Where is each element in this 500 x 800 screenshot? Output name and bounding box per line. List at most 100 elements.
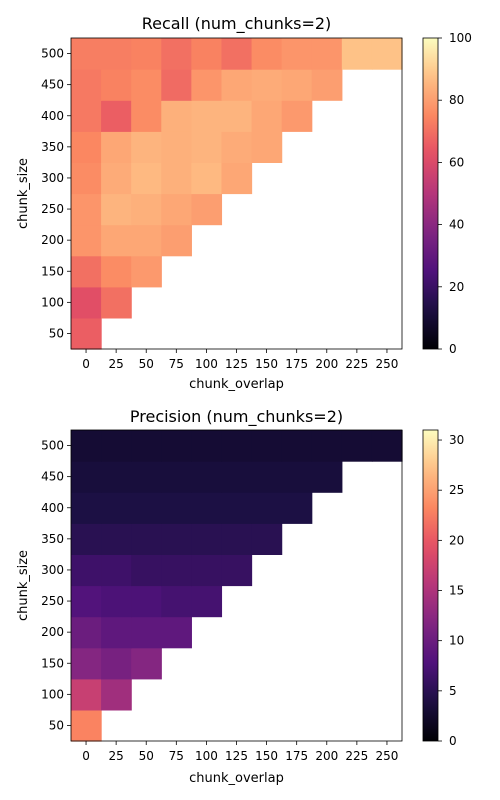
heatmap-cell — [251, 492, 283, 524]
heatmap-cell — [191, 523, 223, 555]
heatmap-cell — [221, 554, 253, 587]
heatmap-cell — [281, 461, 313, 493]
x-tick-label: 0 — [82, 357, 90, 371]
heatmap-cell — [191, 131, 223, 163]
heatmap-cell — [101, 616, 132, 649]
heatmap-cell — [131, 224, 162, 257]
y-tick-label: 150 — [41, 264, 64, 278]
colorbar-tick-label: 10 — [449, 634, 464, 648]
heatmap-cell — [191, 585, 223, 618]
heatmap-cell — [131, 554, 162, 587]
heatmap-cell — [161, 69, 192, 101]
heatmap-cell — [101, 647, 132, 680]
heatmap-cell — [221, 523, 253, 555]
heatmap-cell — [191, 69, 223, 101]
heatmap-cell — [71, 162, 102, 195]
heatmap-cell — [101, 69, 132, 101]
y-tick-label: 450 — [41, 470, 64, 484]
y-tick-label: 100 — [41, 687, 64, 701]
x-tick-label: 125 — [225, 357, 248, 371]
heatmap-cell — [161, 616, 192, 649]
x-tick-label: 150 — [255, 357, 278, 371]
heatmap-cell — [131, 616, 162, 649]
heatmap-cell — [131, 193, 162, 226]
heatmap-cell — [311, 69, 343, 101]
heatmap-cell — [71, 647, 102, 680]
heatmap-cell — [71, 286, 102, 319]
y-tick-label: 200 — [41, 625, 64, 639]
colorbar-tick-label: 20 — [449, 533, 464, 547]
heatmap-cell — [101, 585, 132, 618]
y-tick-label: 350 — [41, 140, 64, 154]
heatmap-cell — [71, 709, 102, 742]
heatmap-cell — [131, 131, 162, 163]
heatmap-cell — [191, 100, 223, 132]
y-tick-label: 450 — [41, 78, 64, 92]
x-tick-label: 250 — [376, 749, 399, 763]
y-tick-label: 250 — [41, 202, 64, 216]
heatmap-cell — [281, 492, 313, 524]
heatmap-cell — [251, 38, 283, 70]
heatmap-cell — [131, 255, 162, 288]
heatmap-cell — [101, 100, 132, 132]
heatmap-cell — [101, 286, 132, 319]
heatmap-cell — [251, 523, 283, 555]
heatmap-cell — [161, 162, 192, 195]
heatmap-panel-1: 0 25 50 75 100 125 150 175 200 225 250501001502002… — [16, 14, 472, 392]
heatmap-cell — [341, 430, 373, 462]
y-tick-label: 50 — [49, 718, 64, 732]
heatmap-cell — [131, 38, 162, 70]
x-axis-label: chunk_overlap — [189, 377, 284, 392]
heatmap-cell — [161, 131, 192, 163]
heatmap-cell — [191, 162, 223, 195]
heatmap-cell — [251, 131, 283, 163]
heatmap-cell — [251, 69, 283, 101]
heatmap-cell — [71, 224, 102, 257]
heatmap-cell — [161, 224, 192, 257]
heatmap-cell — [101, 430, 132, 462]
colorbar-tick-label: 60 — [449, 155, 464, 169]
heatmap-cell — [221, 100, 253, 132]
heatmap-cell — [71, 69, 102, 101]
heatmap-cell — [161, 100, 192, 132]
x-tick-label: 50 — [139, 749, 154, 763]
heatmap-cell — [221, 492, 253, 524]
heatmap-cell — [71, 492, 102, 524]
heatmap-cell — [161, 38, 192, 70]
heatmap-cell — [71, 461, 102, 493]
heatmap-cell — [281, 38, 313, 70]
heatmap-cell — [131, 461, 162, 493]
heatmap-cell — [221, 461, 253, 493]
colorbar-tick-label: 25 — [449, 483, 464, 497]
x-tick-label: 175 — [285, 357, 308, 371]
heatmap-cell — [71, 430, 102, 462]
heatmap-cell — [101, 678, 132, 711]
colorbar-tick-label: 5 — [449, 684, 457, 698]
heatmap-cell — [371, 430, 403, 462]
heatmap-cell — [101, 554, 132, 587]
heatmap-cell — [251, 100, 283, 132]
colorbar-tick-label: 40 — [449, 218, 464, 232]
heatmap-cell — [71, 616, 102, 649]
heatmap-cell — [71, 678, 102, 711]
heatmap-cell — [71, 38, 102, 70]
heatmap-cell — [311, 461, 343, 493]
heatmap-cell — [101, 38, 132, 70]
heatmap-cell — [161, 430, 192, 462]
x-tick-label: 250 — [376, 357, 399, 371]
colorbar — [422, 429, 439, 742]
heatmap-cell — [131, 523, 162, 555]
x-tick-label: 175 — [285, 749, 308, 763]
y-axis-label: chunk_size — [16, 158, 31, 229]
heatmap-panel-2: 0 25 50 75 100 125 150 175 200 225 250501001502002… — [16, 407, 464, 786]
x-tick-label: 50 — [139, 357, 154, 371]
colorbar — [422, 37, 439, 350]
y-tick-label: 300 — [41, 171, 64, 185]
y-tick-label: 350 — [41, 532, 64, 546]
heatmap-cell — [281, 69, 313, 101]
heatmap-cell — [71, 193, 102, 226]
heatmap-cell — [161, 554, 192, 587]
heatmap-cell — [161, 585, 192, 618]
heatmap-cell — [281, 100, 313, 132]
